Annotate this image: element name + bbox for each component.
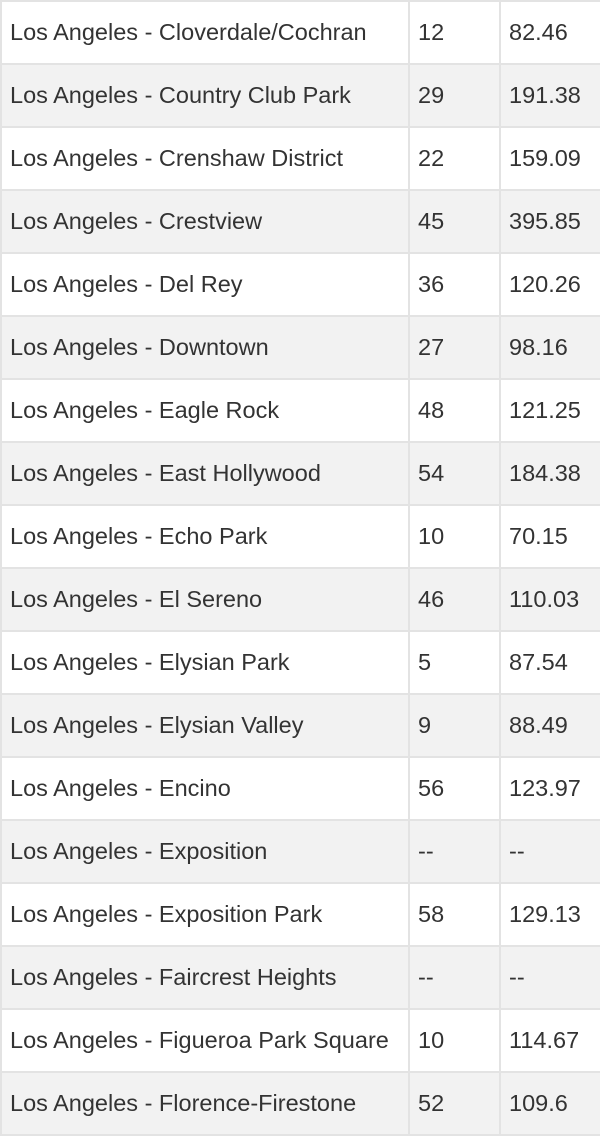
neighborhood-cell: Los Angeles - Figueroa Park Square [0,1008,410,1073]
count-cell: 5 [408,630,501,695]
table-row: Los Angeles - Elysian Valley 9 88.49 [0,693,600,758]
count-cell: 46 [408,567,501,632]
value-cell: 82.46 [499,0,600,65]
count-cell: -- [408,819,501,884]
neighborhood-cell: Los Angeles - Florence-Firestone [0,1071,410,1136]
table-row: Los Angeles - Florence-Firestone 52 109.… [0,1071,600,1136]
table-row: Los Angeles - Crenshaw District 22 159.0… [0,126,600,191]
table-row: Los Angeles - Cloverdale/Cochran 12 82.4… [0,0,600,65]
neighborhood-cell: Los Angeles - Exposition Park [0,882,410,947]
count-cell: 52 [408,1071,501,1136]
table-row: Los Angeles - Echo Park 10 70.15 [0,504,600,569]
value-cell: -- [499,945,600,1010]
value-cell: 109.6 [499,1071,600,1136]
value-cell: 121.25 [499,378,600,443]
count-cell: 12 [408,0,501,65]
value-cell: 120.26 [499,252,600,317]
value-cell: 88.49 [499,693,600,758]
value-cell: -- [499,819,600,884]
neighborhood-cell: Los Angeles - El Sereno [0,567,410,632]
count-cell: 54 [408,441,501,506]
table-row: Los Angeles - Encino 56 123.97 [0,756,600,821]
count-cell: 36 [408,252,501,317]
neighborhood-cell: Los Angeles - Encino [0,756,410,821]
neighborhood-cell: Los Angeles - Echo Park [0,504,410,569]
table-row: Los Angeles - Figueroa Park Square 10 11… [0,1008,600,1073]
count-cell: 29 [408,63,501,128]
neighborhood-cell: Los Angeles - Crenshaw District [0,126,410,191]
value-cell: 110.03 [499,567,600,632]
table-row: Los Angeles - Eagle Rock 48 121.25 [0,378,600,443]
value-cell: 123.97 [499,756,600,821]
neighborhood-cell: Los Angeles - East Hollywood [0,441,410,506]
value-cell: 70.15 [499,504,600,569]
table-row: Los Angeles - Downtown 27 98.16 [0,315,600,380]
count-cell: 10 [408,1008,501,1073]
value-cell: 159.09 [499,126,600,191]
table-row: Los Angeles - Faircrest Heights -- -- [0,945,600,1010]
neighborhood-cell: Los Angeles - Elysian Valley [0,693,410,758]
neighborhood-cell: Los Angeles - Downtown [0,315,410,380]
table-row: Los Angeles - Elysian Park 5 87.54 [0,630,600,695]
neighborhood-cell: Los Angeles - Exposition [0,819,410,884]
value-cell: 98.16 [499,315,600,380]
count-cell: 9 [408,693,501,758]
count-cell: -- [408,945,501,1010]
neighborhood-cell: Los Angeles - Del Rey [0,252,410,317]
count-cell: 22 [408,126,501,191]
value-cell: 114.67 [499,1008,600,1073]
value-cell: 191.38 [499,63,600,128]
count-cell: 58 [408,882,501,947]
count-cell: 45 [408,189,501,254]
table-row: Los Angeles - Crestview 45 395.85 [0,189,600,254]
table-row: Los Angeles - Exposition Park 58 129.13 [0,882,600,947]
neighborhood-cell: Los Angeles - Elysian Park [0,630,410,695]
table-row: Los Angeles - Exposition -- -- [0,819,600,884]
neighborhood-cell: Los Angeles - Country Club Park [0,63,410,128]
count-cell: 56 [408,756,501,821]
value-cell: 87.54 [499,630,600,695]
neighborhood-cell: Los Angeles - Cloverdale/Cochran [0,0,410,65]
count-cell: 10 [408,504,501,569]
table-row: Los Angeles - East Hollywood 54 184.38 [0,441,600,506]
neighborhood-cell: Los Angeles - Faircrest Heights [0,945,410,1010]
neighborhood-cell: Los Angeles - Crestview [0,189,410,254]
value-cell: 129.13 [499,882,600,947]
count-cell: 48 [408,378,501,443]
neighborhood-cell: Los Angeles - Eagle Rock [0,378,410,443]
count-cell: 27 [408,315,501,380]
table-row: Los Angeles - Del Rey 36 120.26 [0,252,600,317]
value-cell: 184.38 [499,441,600,506]
value-cell: 395.85 [499,189,600,254]
table-row: Los Angeles - Country Club Park 29 191.3… [0,63,600,128]
table-row: Los Angeles - El Sereno 46 110.03 [0,567,600,632]
